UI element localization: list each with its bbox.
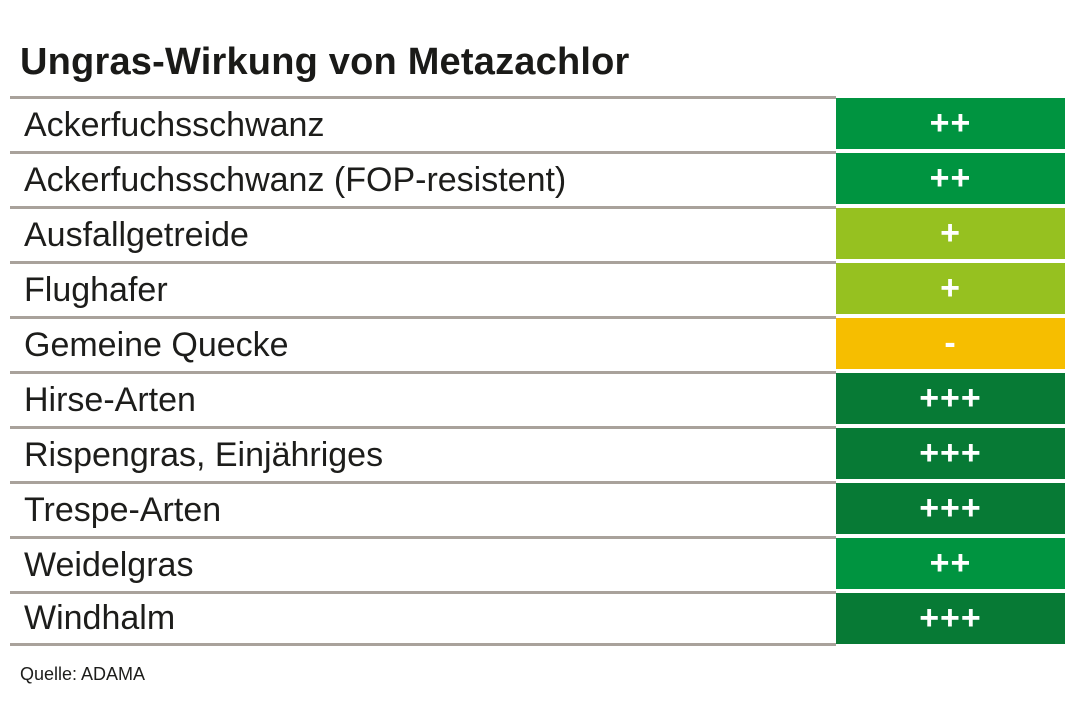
- weed-name: Hirse-Arten: [10, 371, 836, 426]
- rating-cell: +++: [836, 371, 1065, 426]
- weed-name: Rispengras, Einjähriges: [10, 426, 836, 481]
- table-row: Ackerfuchsschwanz ++: [10, 96, 1065, 151]
- rating-cell: ++: [836, 151, 1065, 206]
- rating-cell: ++: [836, 536, 1065, 591]
- rating-cell: +: [836, 206, 1065, 261]
- table-row: Flughafer +: [10, 261, 1065, 316]
- weed-name: Ackerfuchsschwanz (FOP-resistent): [10, 151, 836, 206]
- table-row: Weidelgras ++: [10, 536, 1065, 591]
- weed-name: Ackerfuchsschwanz: [10, 96, 836, 151]
- source-note: Quelle: ADAMA: [20, 664, 146, 684]
- table-row: Hirse-Arten +++: [10, 371, 1065, 426]
- rating-cell: +++: [836, 426, 1065, 481]
- rating-badge: +: [836, 263, 1065, 314]
- rating-badge: +: [836, 208, 1065, 259]
- weed-name: Windhalm: [10, 591, 836, 646]
- rating-badge: -: [836, 318, 1065, 369]
- page-title: Ungras-Wirkung von Metazachlor: [20, 41, 630, 84]
- rating-cell: ++: [836, 96, 1065, 151]
- weed-name: Ausfallgetreide: [10, 206, 836, 261]
- rating-badge: +++: [836, 483, 1065, 534]
- weed-name: Gemeine Quecke: [10, 316, 836, 371]
- efficacy-table: Ackerfuchsschwanz ++ Ackerfuchsschwanz (…: [10, 96, 1065, 646]
- rating-cell: +: [836, 261, 1065, 316]
- table-row: Windhalm +++: [10, 591, 1065, 646]
- weed-name: Flughafer: [10, 261, 836, 316]
- rating-badge: +++: [836, 593, 1065, 644]
- table-row: Ackerfuchsschwanz (FOP-resistent) ++: [10, 151, 1065, 206]
- table-row: Gemeine Quecke -: [10, 316, 1065, 371]
- rating-cell: +++: [836, 591, 1065, 646]
- rating-cell: +++: [836, 481, 1065, 536]
- rating-cell: -: [836, 316, 1065, 371]
- rating-badge: ++: [836, 153, 1065, 204]
- rating-badge: +++: [836, 428, 1065, 479]
- table-row: Ausfallgetreide +: [10, 206, 1065, 261]
- rating-badge: ++: [836, 98, 1065, 149]
- rating-badge: ++: [836, 538, 1065, 589]
- weed-name: Weidelgras: [10, 536, 836, 591]
- table-row: Rispengras, Einjähriges +++: [10, 426, 1065, 481]
- weed-name: Trespe-Arten: [10, 481, 836, 536]
- rating-badge: +++: [836, 373, 1065, 424]
- table-row: Trespe-Arten +++: [10, 481, 1065, 536]
